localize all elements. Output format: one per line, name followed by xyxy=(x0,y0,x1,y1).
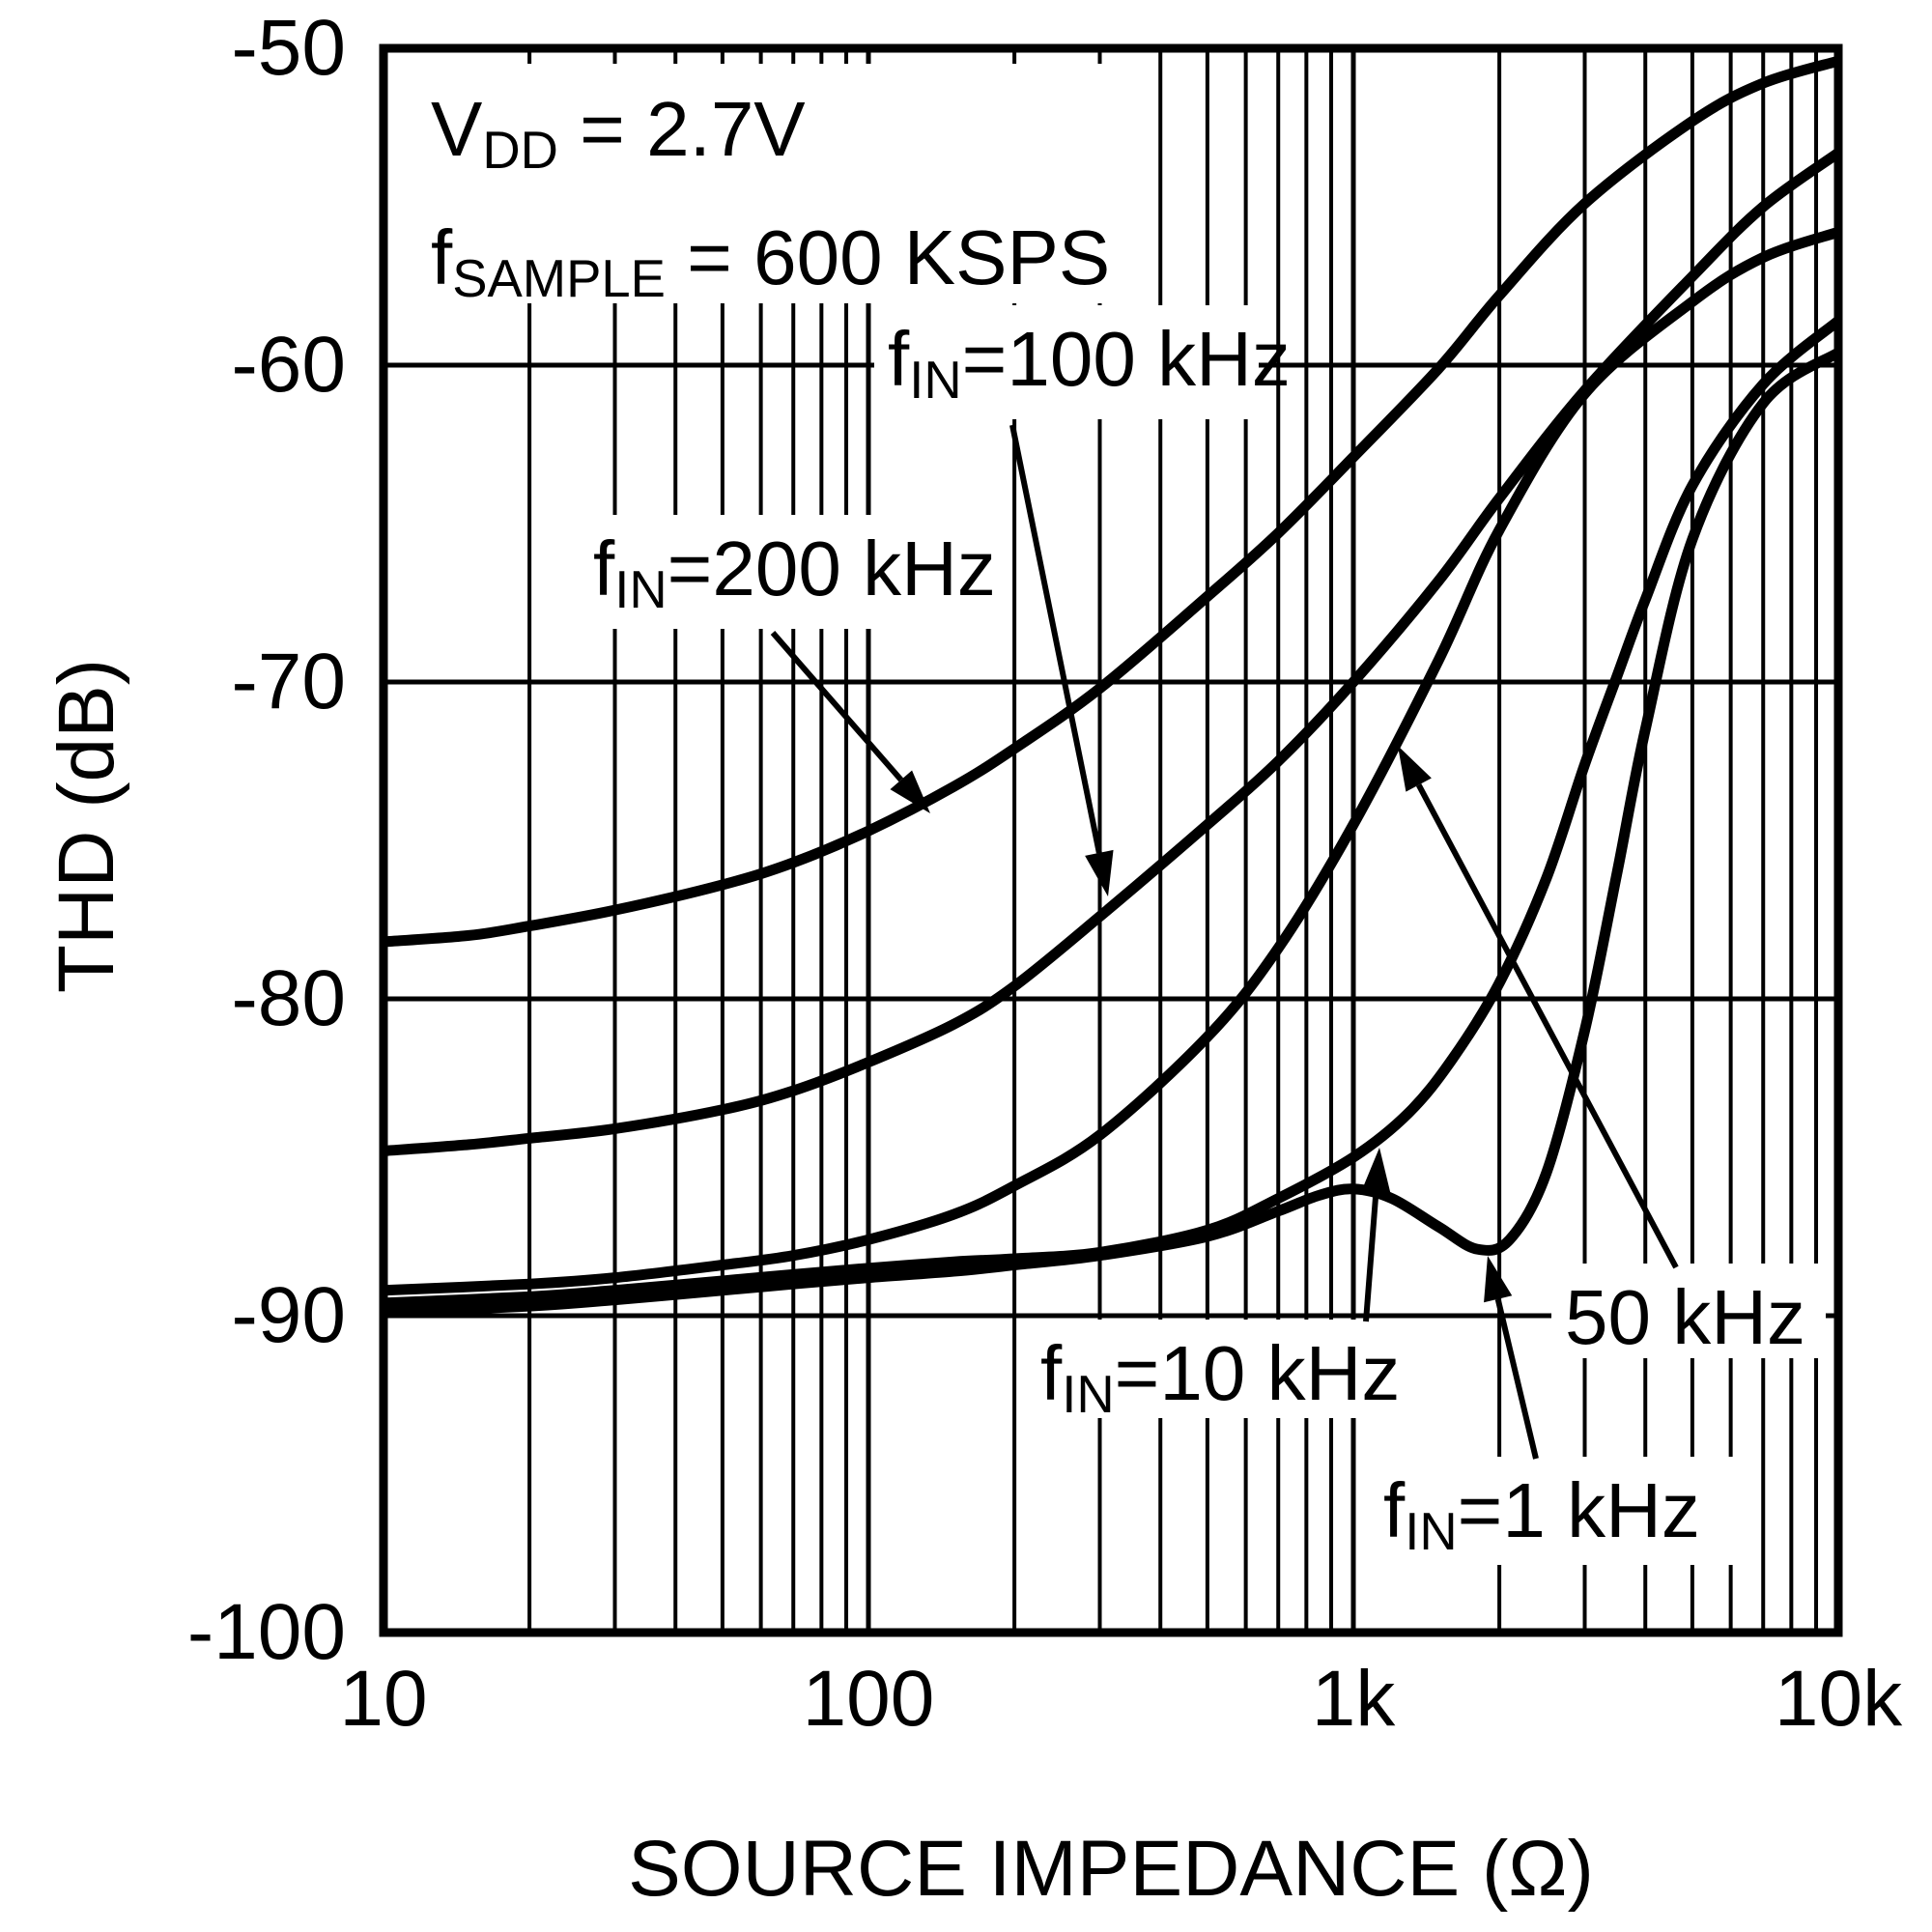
annotation-arrowhead-fin-100khz xyxy=(1085,849,1114,896)
y-tick-label: -50 xyxy=(231,4,346,92)
annotation-arrowhead-fin-1khz xyxy=(1484,1256,1513,1303)
annotation-arrow-fin-200khz xyxy=(770,631,904,782)
label-background-box xyxy=(1370,1457,1758,1565)
conditions-label: VDD = 2.7V fSAMPLE = 600 KSPS xyxy=(431,70,1110,327)
annotation-label-fin-100khz: fIN=100 kHz xyxy=(888,316,1291,411)
curve-50-khz xyxy=(383,227,1840,1296)
x-tick-label: 10k xyxy=(1774,1655,1903,1743)
label-background-box xyxy=(1551,1264,1826,1358)
y-tick-label: -100 xyxy=(186,1588,346,1676)
label-background-box xyxy=(580,515,968,629)
curve-fin-1-khz xyxy=(383,348,1842,1319)
y-tick-label: -80 xyxy=(231,954,346,1042)
x-tick-label: 100 xyxy=(802,1655,935,1743)
label-background-box xyxy=(1027,1320,1452,1418)
curves xyxy=(383,55,1842,1319)
label-background-box xyxy=(413,64,1119,303)
x-tick-label: 10 xyxy=(339,1655,428,1743)
curve-fin-10-khz xyxy=(383,316,1842,1309)
label-background-box xyxy=(874,305,1259,419)
annotation-arrowhead-fin-10khz xyxy=(1361,1148,1391,1194)
condition-vdd: VDD = 2.7V xyxy=(431,86,806,181)
label-backgrounds xyxy=(413,64,1826,1565)
y-axis-title: THD (dB) xyxy=(43,658,130,994)
annotation-arrowhead-50khz xyxy=(1398,746,1432,792)
annotation-arrows xyxy=(770,424,1679,1460)
annotation-label-fin-10khz: fIN=10 kHz xyxy=(1040,1330,1401,1425)
annotation-label-50khz: 50 kHz xyxy=(1565,1274,1805,1360)
annotation-arrow-50khz xyxy=(1416,783,1679,1269)
condition-fsample: fSAMPLE = 600 KSPS xyxy=(431,214,1111,309)
x-tick-label: 1k xyxy=(1311,1655,1396,1743)
curve-fin-200-khz xyxy=(383,55,1840,948)
annotation-label-fin-200khz: fIN=200 kHz xyxy=(593,526,996,620)
annotation-arrow-fin-1khz xyxy=(1494,1298,1539,1460)
y-tick-label: -90 xyxy=(231,1271,346,1359)
annotation-arrowhead-fin-200khz xyxy=(890,770,930,813)
annotation-label-fin-1khz: fIN=1 kHz xyxy=(1383,1467,1700,1562)
y-tick-label: -70 xyxy=(231,638,346,725)
annotation-arrow-fin-100khz xyxy=(1009,424,1102,854)
annotation-arrow-fin-10khz xyxy=(1363,1191,1379,1322)
x-axis-title: SOURCE IMPEDANCE (Ω) xyxy=(628,1825,1594,1913)
y-tick-label: -60 xyxy=(231,321,346,409)
plot-border xyxy=(379,43,1843,1637)
